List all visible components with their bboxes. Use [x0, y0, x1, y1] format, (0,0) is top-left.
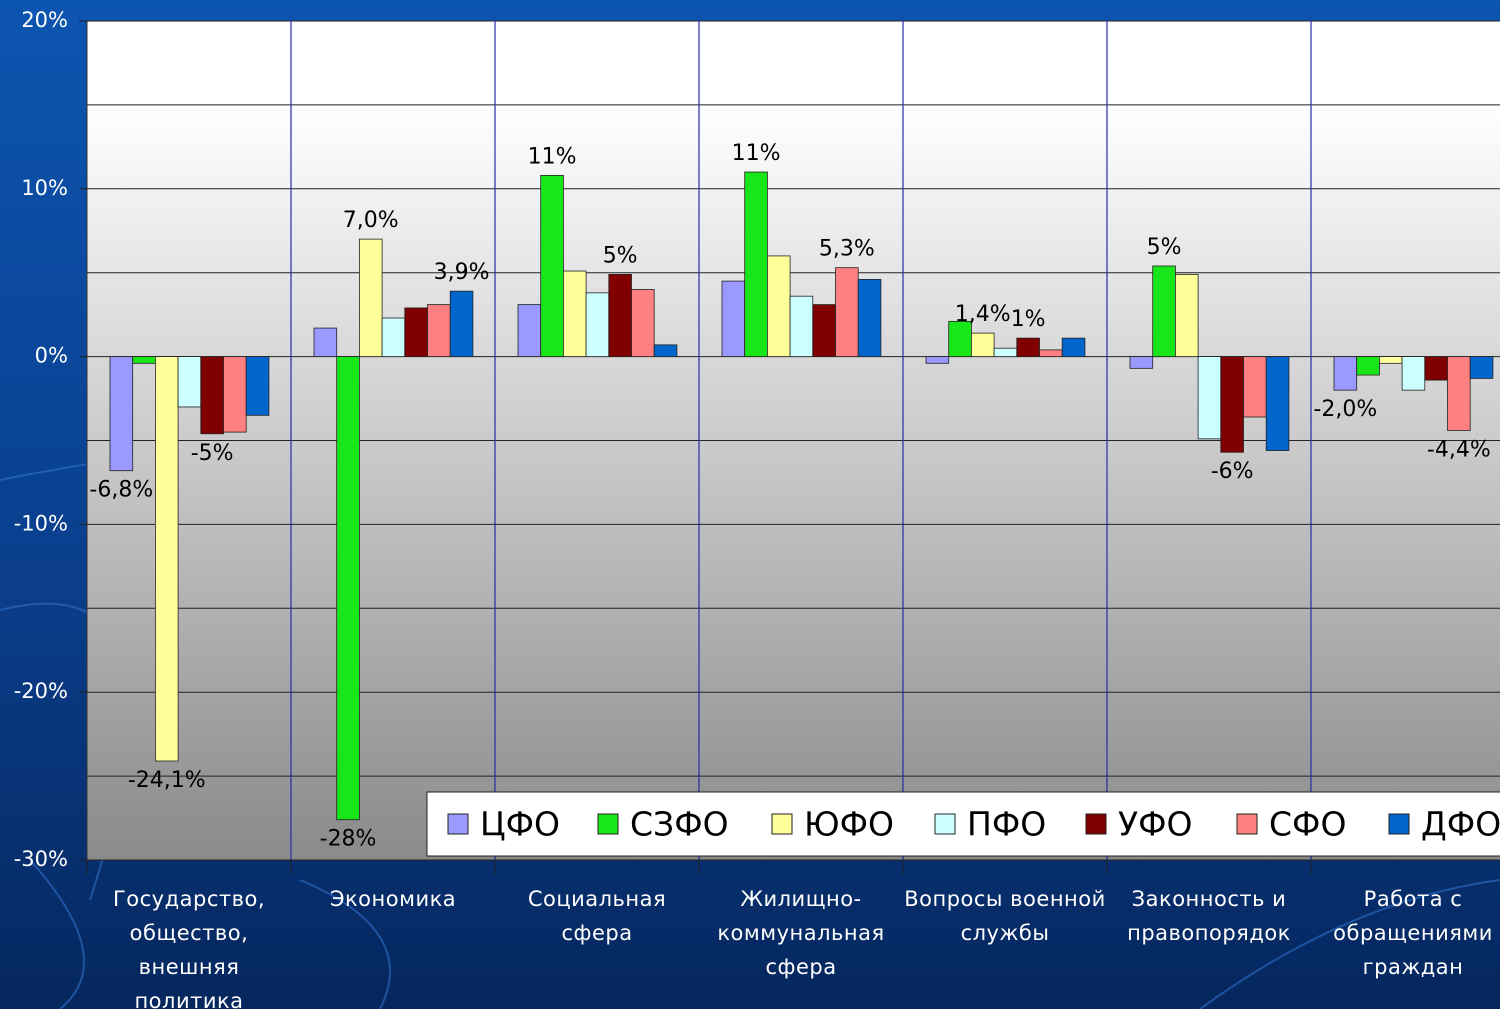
- legend-swatch: [597, 813, 619, 835]
- bar: [313, 327, 338, 358]
- bar: [427, 304, 451, 358]
- y-tick-label: -20%: [14, 679, 68, 703]
- data-label: -4,4%: [1427, 437, 1491, 462]
- bar: [336, 356, 360, 821]
- bar: [925, 356, 950, 364]
- data-label: 5%: [1147, 235, 1182, 260]
- x-tick-label: Вопросы военной службы: [904, 887, 1106, 945]
- x-tick-label: Государство, общество, внешняя политика: [112, 887, 266, 1009]
- bar: [223, 356, 247, 433]
- legend-label: ДФО: [1421, 805, 1500, 844]
- legend-label: ЮФО: [804, 805, 894, 844]
- data-label: 11%: [732, 141, 781, 166]
- legend-label: ЦФО: [480, 805, 560, 844]
- data-label: 11%: [528, 144, 577, 169]
- data-label: 5,3%: [819, 237, 875, 262]
- y-tick-label: -30%: [14, 847, 68, 871]
- bar: [608, 273, 632, 357]
- legend-label: СЗФО: [630, 805, 729, 844]
- bar: [835, 267, 859, 357]
- data-label: -6,8%: [89, 478, 153, 503]
- x-tick-label: Работа с обращениями граждан: [1333, 887, 1493, 979]
- x-tick-label: Социальная сфера: [527, 887, 667, 945]
- bar: [1016, 337, 1040, 357]
- bar: [563, 270, 587, 358]
- y-tick-label: 0%: [35, 344, 68, 368]
- data-label: 7,0%: [343, 208, 399, 233]
- bar: [1220, 356, 1244, 453]
- bar: [1061, 337, 1086, 357]
- bar: [245, 356, 270, 416]
- legend-swatch: [934, 813, 956, 835]
- bar: [517, 304, 542, 358]
- bar: [177, 356, 202, 408]
- bar: [404, 307, 428, 357]
- bar: [653, 344, 678, 358]
- data-label: 5%: [603, 243, 638, 268]
- x-tick-label: Экономика: [329, 887, 457, 911]
- y-tick-label: -10%: [14, 511, 68, 535]
- legend-swatch: [447, 813, 469, 835]
- bar: [585, 292, 610, 357]
- legend: ЦФО СЗФО ЮФО ПФО УФО СФО ДФО: [426, 791, 1500, 857]
- bar: [812, 304, 836, 358]
- data-label: -28%: [320, 827, 377, 852]
- bar: [1129, 356, 1154, 369]
- bar: [857, 279, 882, 357]
- bar: [109, 356, 134, 472]
- bar: [1356, 356, 1380, 376]
- bar: [1243, 356, 1267, 418]
- bar: [132, 356, 156, 364]
- legend-label: ПФО: [967, 805, 1046, 844]
- bar: [358, 238, 383, 357]
- legend-swatch: [1085, 813, 1107, 835]
- bar: [154, 356, 179, 762]
- bar: [1401, 356, 1426, 391]
- bar: [767, 255, 791, 357]
- data-label: -24,1%: [128, 768, 206, 793]
- bar: [1175, 273, 1199, 357]
- bar: [721, 280, 746, 357]
- data-label: -2,0%: [1313, 397, 1377, 422]
- bar: [631, 289, 655, 358]
- bar: [1447, 356, 1471, 431]
- bar: [1152, 265, 1176, 358]
- bar: [381, 317, 406, 358]
- bar: [789, 295, 814, 357]
- y-tick-label: 10%: [21, 176, 68, 200]
- x-tick-label: Жилищно-коммунальная сфера: [717, 887, 885, 979]
- bar: [971, 332, 995, 358]
- bar: [200, 356, 224, 435]
- x-tick-label: Законность и правопорядок: [1127, 887, 1291, 945]
- data-label: 3,9%: [434, 260, 490, 285]
- bar: [449, 290, 474, 357]
- legend-swatch: [771, 813, 793, 835]
- data-label: 1,4%: [955, 302, 1011, 327]
- bar: [540, 174, 564, 358]
- bar: [1333, 356, 1358, 391]
- legend-label: УФО: [1118, 805, 1193, 844]
- data-label: 1%: [1011, 307, 1046, 332]
- legend-swatch: [1388, 813, 1410, 835]
- bar: [1197, 356, 1222, 440]
- legend-swatch: [1236, 813, 1258, 835]
- bar: [744, 171, 768, 358]
- y-tick-label: 20%: [21, 8, 68, 32]
- bar: [1469, 356, 1494, 379]
- bar: [1039, 349, 1063, 358]
- bar: [1379, 356, 1403, 364]
- bar: [993, 347, 1018, 357]
- data-label: -6%: [1211, 459, 1254, 484]
- legend-label: СФО: [1269, 805, 1346, 844]
- bar: [1265, 356, 1290, 451]
- bar: [1424, 356, 1448, 381]
- data-label: -5%: [191, 441, 234, 466]
